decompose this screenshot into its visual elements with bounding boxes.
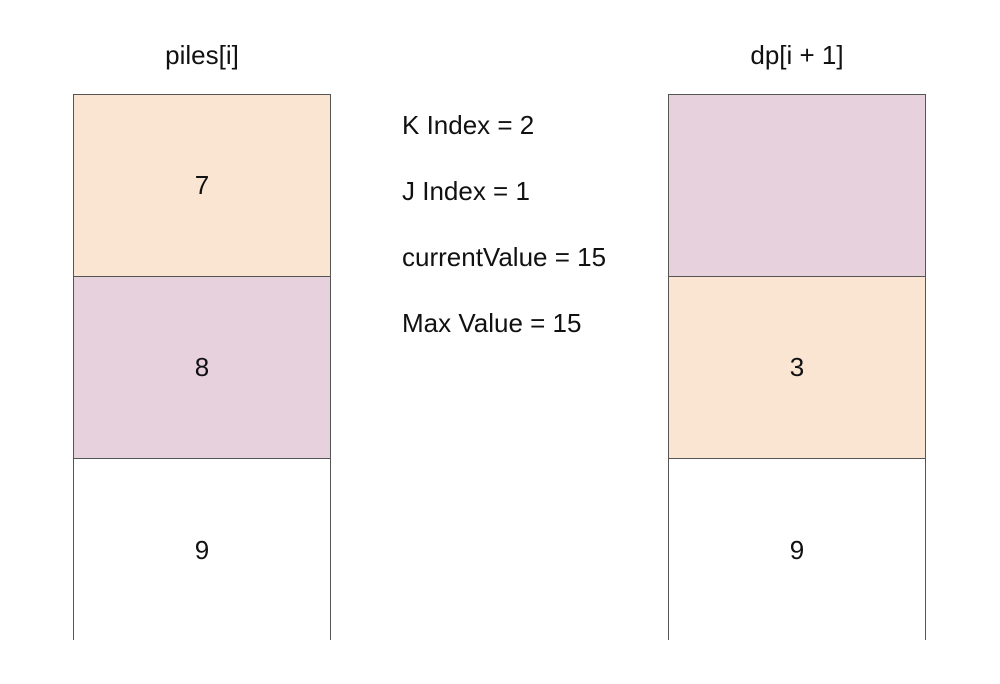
piles-cell-1: 8 [74, 277, 330, 459]
dp-cell-2: 9 [669, 459, 925, 641]
j-index-label: J Index = 1 [402, 176, 530, 206]
piles-stack: 7 8 9 [73, 94, 331, 641]
piles-cell-2: 9 [74, 459, 330, 641]
max-value-label: Max Value = 15 [402, 308, 582, 338]
piles-cell-0: 7 [74, 95, 330, 277]
info-panel: K Index = 2 J Index = 1 currentValue = 1… [402, 108, 606, 372]
dp-cell-0 [669, 95, 925, 277]
current-value-label: currentValue = 15 [402, 242, 607, 272]
dp-stack: 3 9 [668, 94, 926, 641]
dp-title: dp[i + 1] [750, 40, 844, 70]
dp-cell-1: 3 [669, 277, 925, 459]
k-index-label: K Index = 2 [402, 110, 535, 140]
piles-title: piles[i] [165, 40, 239, 70]
